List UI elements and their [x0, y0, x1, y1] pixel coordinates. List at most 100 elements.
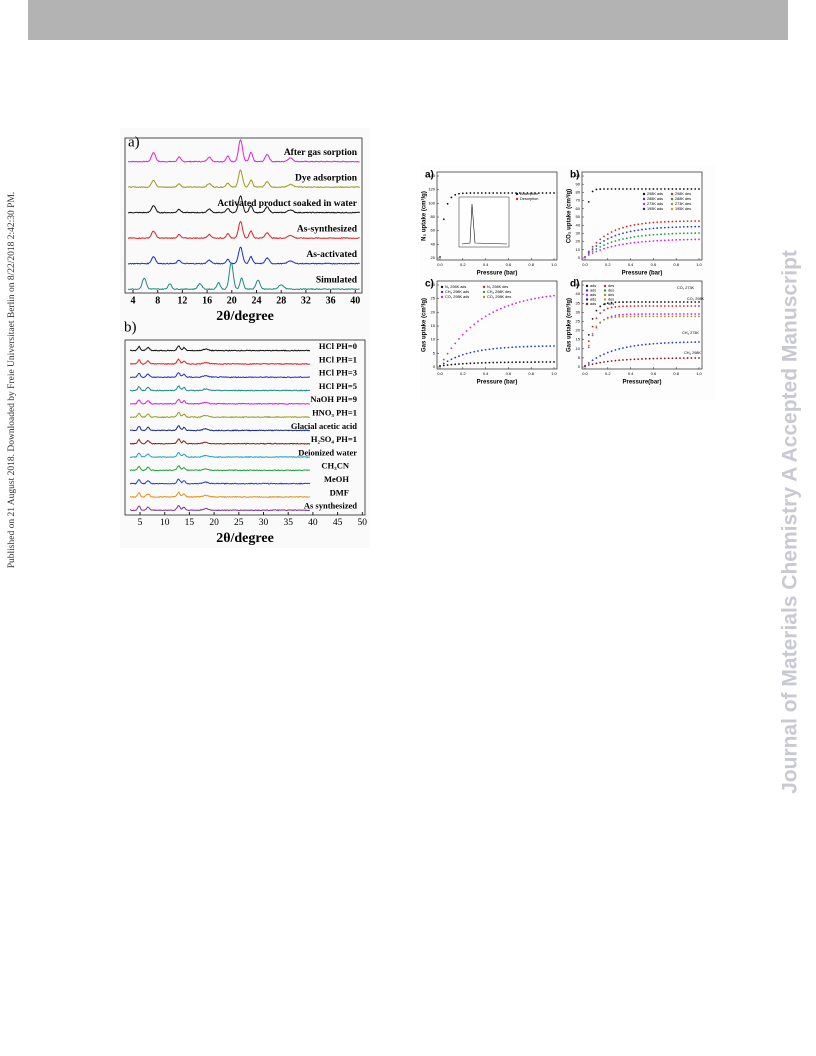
legend-entry: des [608, 302, 614, 306]
isotherm-point [633, 224, 636, 226]
isotherm-point [671, 220, 674, 223]
isotherm-point [469, 351, 472, 354]
isotherm-point [652, 227, 655, 230]
isotherm-point [458, 337, 460, 340]
y-tick-label: 10 [576, 346, 581, 351]
legend-marker [585, 302, 589, 306]
x-tick-label: 0.2 [460, 371, 466, 376]
curve-annotation: CO₂ 273K [677, 286, 695, 290]
x-tick-label: 1.0 [696, 371, 702, 376]
isotherm-point [587, 364, 590, 366]
isotherm-point [656, 301, 659, 303]
isotherm-point [614, 234, 617, 237]
y-tick-label: 20 [576, 328, 581, 333]
isotherm-point [667, 239, 670, 242]
isotherm-point [537, 345, 540, 348]
isotherm-point [679, 313, 681, 315]
isotherm-point [660, 233, 662, 236]
legend-entry: CO₂ 298K ads [445, 295, 469, 299]
isotherm-point [637, 235, 640, 238]
legend-marker [585, 293, 589, 297]
isotherm-point [686, 305, 689, 307]
isotherm-point [629, 345, 632, 348]
isotherm-point [537, 296, 540, 299]
legend-entry: 273K des [675, 202, 691, 206]
x-axis-label: Pressure(bar) [622, 380, 661, 386]
isotherm-point [603, 240, 605, 242]
isotherm-point [603, 244, 605, 247]
isotherm-point [667, 226, 670, 229]
y-axis-label: CO₂ uptake (cm³/g) [566, 189, 573, 243]
isotherm-point [660, 226, 662, 229]
isotherm-point [526, 192, 529, 194]
isotherm-point [686, 220, 689, 223]
isotherm-point [679, 220, 681, 223]
isotherm-point [694, 188, 697, 190]
legend-marker [670, 202, 674, 206]
isotherm-point [679, 341, 681, 344]
y-tick-label: 140 [428, 173, 435, 178]
legend-entry: 288K ads [647, 197, 663, 201]
pattern-trace [127, 246, 360, 265]
y-tick-label: 70 [576, 198, 581, 203]
isotherm-point [599, 321, 602, 324]
isotherm-point [622, 315, 624, 318]
isotherm-point [591, 317, 594, 320]
y-axis-label: N₂ uptake (cm³/g) [421, 191, 428, 241]
isotherm-point [461, 192, 464, 195]
isotherm-point [679, 305, 681, 307]
isotherm-point [622, 313, 624, 316]
isotherm-point [633, 305, 636, 307]
isotherm-point [541, 345, 544, 348]
trace-label: HCl PH=1 [319, 354, 357, 364]
trace-label: H₂SO₄ PH=1 [311, 434, 357, 444]
isotherm-point [671, 341, 674, 344]
x-tick-label: 32 [301, 295, 311, 306]
isotherm-point [648, 313, 651, 315]
y-tick-label: 20 [431, 309, 436, 314]
isotherm-point [698, 315, 700, 318]
isotherm-point [637, 344, 640, 347]
x-tick-label: 20 [209, 518, 219, 528]
isotherm-point [667, 357, 670, 360]
trace-label: As synthesized [304, 501, 357, 511]
x-axis-label: 2θ/degree [216, 309, 274, 324]
y-tick-label: 40 [576, 291, 581, 296]
isotherm-point [641, 188, 643, 190]
legend-entry: Desorption [520, 197, 538, 201]
isotherm-point [648, 357, 651, 360]
isotherm-point [633, 229, 636, 232]
legend-marker [603, 284, 607, 288]
isotherm-point [618, 359, 621, 362]
isotherm-point [629, 242, 632, 245]
isotherm-point [458, 363, 460, 365]
legend-entry: CH₄ 298K des [487, 290, 511, 294]
isotherm-point [614, 301, 617, 304]
isotherm-point [675, 220, 678, 223]
panel-label: b) [124, 319, 137, 335]
isotherm-point [603, 235, 605, 238]
isotherm-point [629, 301, 632, 303]
isotherm-point [606, 237, 609, 240]
isotherm-point [629, 315, 632, 318]
y-axis-label: Gas uptake (cm³/g) [421, 298, 428, 352]
isotherm-point [663, 239, 666, 242]
legend-marker [642, 197, 646, 201]
x-tick-label: 0.0 [437, 371, 443, 376]
isotherm-point [629, 230, 632, 233]
isotherm-point [610, 350, 613, 353]
isotherm-point [656, 221, 659, 224]
isotherm-point [667, 220, 670, 223]
legend-marker [603, 298, 607, 301]
isotherm-point [652, 313, 655, 315]
isotherm-point [584, 256, 586, 258]
isotherm-point [477, 192, 479, 194]
x-tick-label: 8 [155, 295, 160, 306]
isotherm-point [633, 301, 636, 303]
isotherm-point [603, 361, 605, 363]
isotherm-point [526, 299, 529, 302]
isotherm-point [595, 362, 598, 365]
isotherm-point [480, 361, 483, 364]
isotherm-point [675, 315, 678, 318]
isotherm-point [537, 361, 540, 363]
